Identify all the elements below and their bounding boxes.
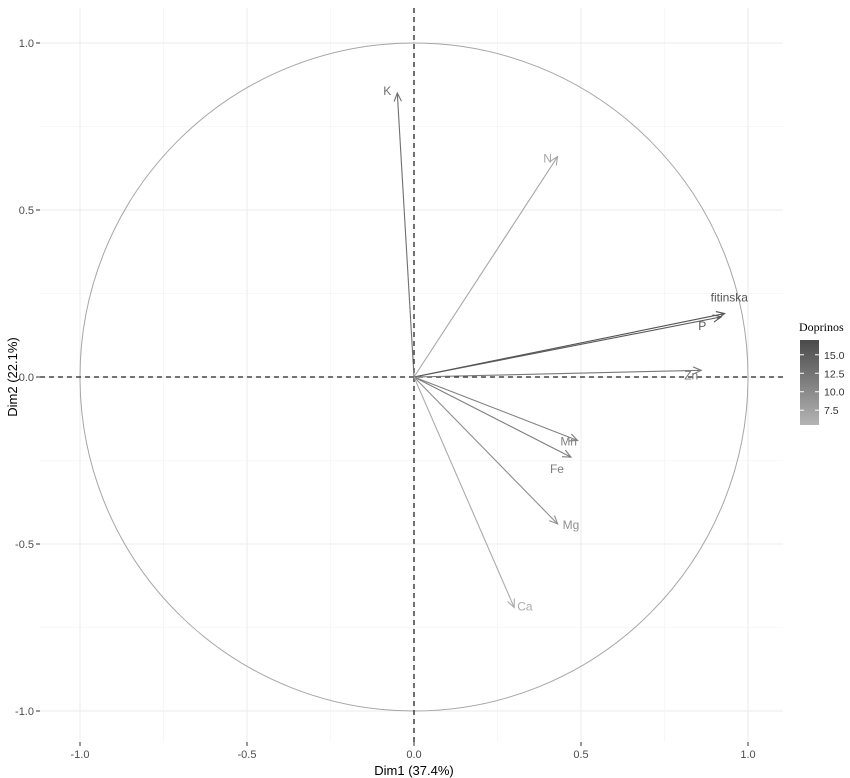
legend-tick-label: 7.5 — [824, 405, 839, 417]
y-tick-label: -1.0 — [15, 706, 34, 718]
arrow-n — [413, 156, 559, 378]
variable-arrows — [393, 91, 726, 609]
arrow-mg — [413, 376, 559, 525]
y-tick-label: 0.5 — [19, 205, 34, 217]
legend-tick-label: 15.0 — [824, 350, 845, 362]
arrowhead-k — [393, 91, 402, 102]
legend: Doprinos 15.0 12.5 10.0 7.5 — [799, 320, 845, 425]
arrow-k — [396, 93, 415, 378]
x-tick-label: 1.0 — [740, 749, 755, 761]
x-tick-label: -1.0 — [71, 749, 90, 761]
label-mn: Mn — [560, 434, 577, 448]
reference-lines — [40, 8, 783, 742]
arrow-mn — [413, 376, 578, 441]
y-tick-label: 0.0 — [19, 372, 34, 384]
arrowhead-mg — [549, 515, 559, 525]
arrowhead-p — [712, 314, 723, 323]
arrow-zn — [413, 369, 702, 378]
legend-tick-label: 12.5 — [824, 368, 845, 380]
x-tick-label: 0.5 — [573, 749, 588, 761]
x-tick-label: -0.5 — [238, 749, 257, 761]
y-tick-label: 1.0 — [19, 38, 34, 50]
label-mg: Mg — [563, 518, 580, 532]
legend-title: Doprinos — [799, 320, 844, 334]
arrow-ca — [413, 376, 515, 608]
arrowhead-zn — [692, 366, 703, 375]
label-fitinska: fitinska — [711, 291, 749, 305]
label-ca: Ca — [517, 599, 533, 613]
x-tick-label: 0.0 — [406, 749, 421, 761]
legend-ticks: 15.0 12.5 10.0 7.5 — [800, 350, 845, 417]
arrowhead-ca — [507, 598, 515, 609]
arrow-p — [413, 316, 722, 378]
label-p: P — [698, 319, 706, 333]
label-zn: Zn — [684, 368, 698, 382]
legend-tick-label: 10.0 — [824, 387, 845, 399]
arrowhead-mn — [568, 433, 579, 442]
x-axis-title: Dim1 (37.4%) — [374, 763, 453, 778]
y-tick-label: -0.5 — [15, 539, 34, 551]
arrowhead-n — [549, 155, 559, 166]
arrowhead-fe — [561, 449, 573, 458]
y-axis-title: Dim2 (22.1%) — [5, 337, 20, 416]
label-fe: Fe — [550, 462, 564, 476]
axis-ticks: -1.0 -0.5 0.0 0.5 1.0 -1.0 -0.5 0.0 0.5 1.0 — [15, 38, 756, 761]
legend-colorbar — [800, 340, 819, 425]
arrow-fe — [413, 376, 572, 458]
label-n: N — [543, 152, 552, 166]
label-k: K — [383, 84, 391, 98]
